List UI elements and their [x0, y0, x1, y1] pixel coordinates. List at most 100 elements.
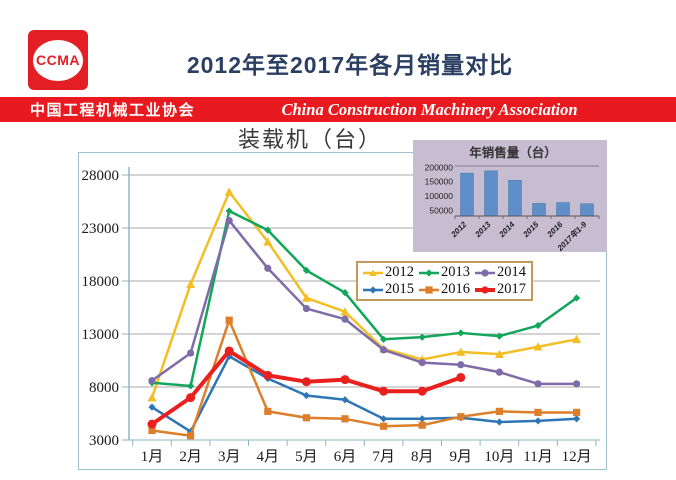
- series-marker-2015: [534, 417, 542, 425]
- series-marker-2013: [380, 335, 388, 343]
- series-marker-2014: [534, 380, 542, 388]
- series-marker-2015: [573, 415, 581, 423]
- series-marker-2012: [533, 342, 543, 351]
- series-marker-2012: [572, 334, 582, 344]
- line-chart-svg: 3000 8000 13000 18000 23000 28000 1月 2月 3月 4月 5月 6月…: [82, 167, 600, 465]
- chart-title: 装载机（台）: [237, 127, 382, 152]
- inset-x-axis-label: 2012: [449, 220, 469, 240]
- series-marker-2016: [302, 414, 310, 422]
- series-marker-2016: [457, 413, 465, 421]
- series-marker-2013: [264, 226, 272, 234]
- series-marker-2017: [456, 372, 466, 382]
- series-marker-2013: [187, 382, 195, 390]
- series-marker-2016: [495, 407, 503, 415]
- legend-glyph: [369, 268, 377, 276]
- month-label: 5月: [295, 449, 318, 465]
- series-marker-2014: [341, 315, 349, 323]
- series-marker-2013: [573, 294, 581, 302]
- ccma-logo-oval: CCMA: [33, 39, 83, 81]
- series-marker-2014: [573, 380, 581, 388]
- legend-item-2013: 2013: [419, 264, 470, 281]
- inset-x-axis-label: 2014: [497, 220, 517, 240]
- month-label: 7月: [372, 449, 395, 465]
- ccma-logo-text: CCMA: [36, 52, 80, 68]
- legend-label: 2017: [497, 281, 526, 297]
- legend-marker-2016: [419, 285, 439, 294]
- ccma-logo: CCMA: [28, 30, 88, 90]
- series-marker-2017: [301, 377, 311, 387]
- y-axis-label: 23000: [82, 221, 120, 237]
- month-label: 12月: [562, 449, 592, 465]
- series-marker-2015: [495, 418, 503, 426]
- series-marker-2012: [263, 237, 273, 246]
- series-marker-2014: [380, 346, 388, 354]
- series-marker-2015: [302, 391, 310, 400]
- y-axis-label: 28000: [82, 168, 120, 184]
- series-marker-2016: [148, 426, 156, 435]
- inset-y-axis-label: 200000: [425, 162, 454, 172]
- banner-chinese-name: 中国工程机械工业协会: [30, 102, 196, 119]
- month-label: 4月: [257, 449, 280, 465]
- legend-label: 2015: [385, 281, 414, 297]
- series-line-2012: [150, 190, 578, 399]
- legend-label: 2016: [441, 281, 470, 297]
- series-marker-2017: [263, 370, 273, 380]
- y-axis-label: 13000: [82, 327, 120, 343]
- series-marker-2017: [417, 386, 427, 396]
- series-marker-2016: [225, 316, 233, 324]
- inset-x-axis-label: 2015: [521, 220, 541, 240]
- series-marker-2012: [340, 307, 350, 316]
- series-marker-2016: [264, 407, 272, 415]
- series-marker-2016: [418, 421, 426, 429]
- inset-bar: [460, 172, 474, 217]
- legend-label: 2014: [497, 264, 526, 280]
- inset-y-axis-label: 100000: [425, 191, 454, 201]
- series-marker-2015: [341, 396, 349, 404]
- series-marker-2014: [495, 368, 503, 376]
- series-marker-2016: [187, 432, 195, 440]
- legend-item-2015: 2015: [363, 281, 414, 298]
- inset-x-axis-label: 2016: [545, 220, 565, 240]
- legend-item-2017: 2017: [475, 281, 526, 298]
- banner-english-name: China Construction Machinery Association: [281, 99, 578, 119]
- inset-y-axis-label: 150000: [425, 177, 454, 187]
- month-label: 9月: [450, 449, 473, 465]
- month-label: 3月: [218, 449, 241, 465]
- legend-label: 2013: [441, 264, 470, 280]
- month-label: 6月: [334, 449, 357, 465]
- series-marker-2014: [302, 304, 310, 313]
- legend-marker-2015: [363, 285, 383, 294]
- month-label: 8月: [411, 449, 434, 465]
- series-marker-2016: [380, 422, 388, 430]
- legend-label: 2012: [385, 264, 414, 280]
- series-marker-2016: [534, 408, 542, 417]
- series-marker-2014: [148, 377, 156, 385]
- series-line-2015: [150, 355, 578, 433]
- series-marker-2014: [187, 349, 195, 357]
- series-marker-2012: [147, 393, 157, 402]
- month-label: 2月: [179, 449, 202, 465]
- series-marker-2014: [418, 359, 426, 367]
- association-banner: 中国工程机械工业协会 China Construction Machinery …: [0, 97, 676, 122]
- series-marker-2015: [418, 415, 426, 423]
- legend-marker-2017: [475, 285, 495, 294]
- series-marker-2013: [457, 329, 465, 337]
- inset-y-axis-label: 50000: [429, 205, 453, 215]
- series-marker-2012: [301, 293, 311, 302]
- series-marker-2017: [224, 346, 234, 356]
- inset-bar: [508, 180, 522, 217]
- series-line-2014: [150, 219, 578, 386]
- inset-bar: [532, 203, 546, 217]
- series-marker-2017: [379, 386, 389, 396]
- series-marker-2017: [340, 375, 350, 385]
- legend-glyph: [425, 285, 433, 294]
- inset-chart-title: 年销售量（台）: [469, 145, 557, 160]
- page-title: 2012年至2017年各月销量对比: [186, 52, 514, 78]
- inset-x-axis-label: 2013: [473, 220, 493, 240]
- month-label: 10月: [484, 449, 514, 465]
- series-marker-2015: [380, 415, 388, 423]
- series-marker-2017: [186, 393, 196, 403]
- legend-glyph: [481, 268, 489, 277]
- series-marker-2012: [456, 347, 466, 356]
